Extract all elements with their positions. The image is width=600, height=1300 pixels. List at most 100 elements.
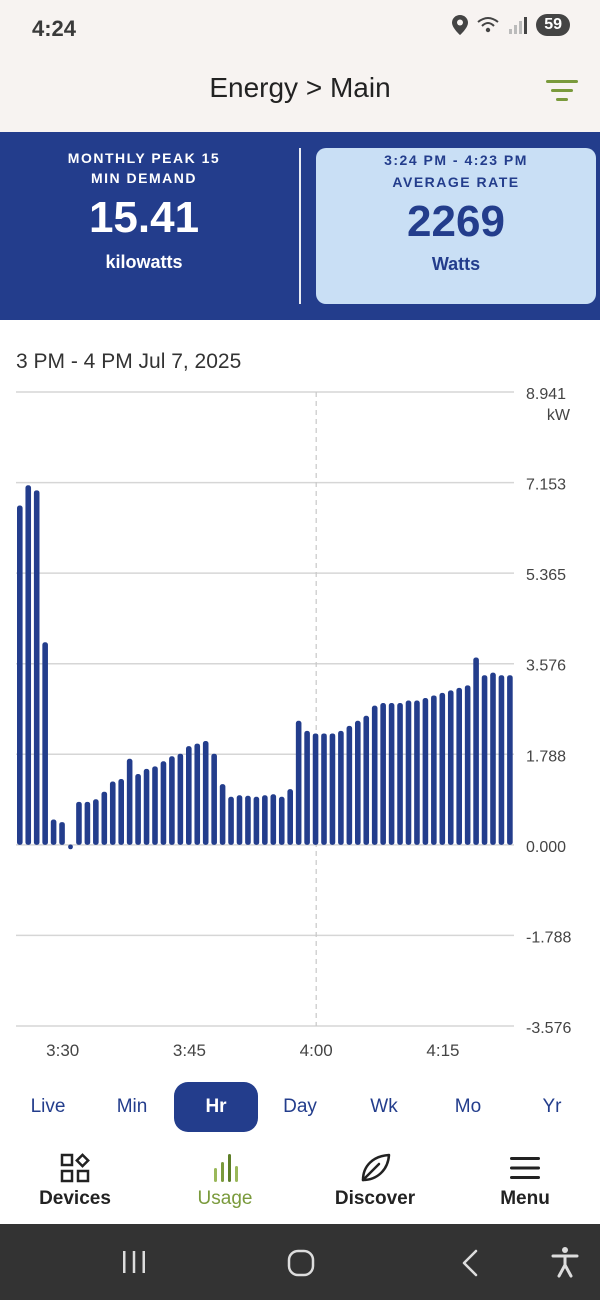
usage-bar[interactable] xyxy=(118,779,124,845)
usage-bar[interactable] xyxy=(498,675,505,845)
y-tick-label: 7.153 xyxy=(526,477,566,494)
usage-bar[interactable] xyxy=(202,741,209,845)
usage-bar[interactable] xyxy=(397,703,403,845)
recent-apps-icon[interactable] xyxy=(120,1248,148,1276)
nav-devices[interactable]: Devices xyxy=(0,1140,150,1224)
usage-bar[interactable] xyxy=(253,796,260,845)
usage-bar[interactable] xyxy=(287,789,293,845)
nav-discover[interactable]: Discover xyxy=(300,1140,450,1224)
period-yr[interactable]: Yr xyxy=(542,1096,562,1117)
usage-bar[interactable] xyxy=(211,753,217,845)
nav-menu[interactable]: Menu xyxy=(450,1140,600,1224)
period-wk[interactable]: Wk xyxy=(370,1096,398,1117)
usage-bar[interactable] xyxy=(278,796,285,845)
accessibility-icon[interactable] xyxy=(550,1246,580,1278)
usage-bar[interactable] xyxy=(388,703,395,845)
nav-discover-label: Discover xyxy=(334,1188,416,1209)
usage-bar[interactable] xyxy=(143,768,150,845)
usage-bar[interactable] xyxy=(17,505,23,845)
page-title: Energy > Main xyxy=(209,72,391,103)
status-icons: 59 xyxy=(452,14,570,36)
usage-bar[interactable] xyxy=(109,781,116,845)
usage-bar[interactable] xyxy=(346,725,353,845)
bottom-nav: Devices Usage Discover Menu xyxy=(0,1140,600,1224)
usage-bar[interactable] xyxy=(245,795,251,845)
usage-bar[interactable] xyxy=(295,720,302,845)
x-tick-label: 4:00 xyxy=(300,1041,333,1060)
usage-bar[interactable] xyxy=(236,795,243,845)
usage-bar[interactable] xyxy=(262,795,268,845)
usage-bar[interactable] xyxy=(126,758,133,845)
usage-bar[interactable] xyxy=(490,672,496,845)
period-day[interactable]: Day xyxy=(283,1096,317,1117)
usage-bar[interactable] xyxy=(84,801,91,845)
usage-bar[interactable] xyxy=(33,490,40,845)
usage-bar[interactable] xyxy=(338,730,344,845)
wifi-icon xyxy=(477,17,499,33)
usage-bar[interactable] xyxy=(329,733,336,845)
period-mo[interactable]: Mo xyxy=(454,1096,482,1117)
usage-bar[interactable] xyxy=(414,700,420,845)
usage-bar[interactable] xyxy=(169,756,175,845)
rate-value: 2269 xyxy=(407,197,505,246)
usage-bar[interactable] xyxy=(42,642,48,845)
usage-bar[interactable] xyxy=(312,733,319,845)
usage-bar[interactable] xyxy=(363,715,370,845)
usage-bar[interactable] xyxy=(270,794,277,845)
average-rate-card[interactable]: 3:24 PM - 4:23 PM AVERAGE RATE 2269 Watt… xyxy=(316,148,596,304)
usage-bar[interactable] xyxy=(50,819,57,845)
usage-bar[interactable] xyxy=(422,697,429,845)
usage-bar[interactable] xyxy=(228,796,234,845)
y-tick-label: 5.365 xyxy=(526,567,566,584)
usage-bar[interactable] xyxy=(380,703,386,845)
y-tick-label: 3.576 xyxy=(526,658,566,675)
usage-bar[interactable] xyxy=(464,685,471,845)
usage-bar[interactable] xyxy=(355,720,361,845)
usage-bar[interactable] xyxy=(219,784,226,845)
usage-bar[interactable] xyxy=(431,695,437,845)
rate-unit: Watts xyxy=(431,254,481,274)
devices-icon xyxy=(60,1153,90,1183)
usage-bar[interactable] xyxy=(507,675,513,845)
peak-unit: kilowatts xyxy=(105,252,183,272)
peak-value: 15.41 xyxy=(88,193,200,242)
back-icon[interactable] xyxy=(458,1248,484,1278)
usage-bar[interactable] xyxy=(76,801,82,845)
usage-bar[interactable] xyxy=(473,657,479,845)
usage-bar[interactable] xyxy=(59,822,65,845)
usage-bar[interactable] xyxy=(101,791,108,845)
y-tick-label: 8.941 xyxy=(526,386,566,403)
signal-icon xyxy=(509,17,528,34)
usage-bar[interactable] xyxy=(456,687,462,845)
usage-bar[interactable] xyxy=(447,690,454,845)
usage-bar[interactable] xyxy=(371,705,378,845)
usage-bar[interactable] xyxy=(135,773,141,845)
peak-demand-card[interactable]: MONTHLY PEAK 15 MIN DEMAND 15.41 kilowat… xyxy=(0,132,288,320)
period-selector: Live Min Hr Day Wk Mo Yr xyxy=(0,1078,600,1134)
usage-chart[interactable]: 8.941 7.153 5.365 3.576 1.788 0.000 -1.788 -3.5… xyxy=(0,380,600,1070)
period-hr[interactable]: Hr xyxy=(174,1082,258,1132)
usage-bar[interactable] xyxy=(194,743,201,845)
usage-bar[interactable] xyxy=(439,692,446,845)
home-icon[interactable] xyxy=(286,1248,316,1278)
usage-bar[interactable] xyxy=(160,761,167,845)
usage-bar[interactable] xyxy=(304,730,310,845)
usage-bar[interactable] xyxy=(186,746,192,845)
usage-bar[interactable] xyxy=(321,733,327,845)
usage-bar[interactable] xyxy=(152,766,158,845)
usage-bar[interactable] xyxy=(481,675,488,845)
usage-bar[interactable] xyxy=(405,700,412,845)
nav-usage[interactable]: Usage xyxy=(150,1140,300,1224)
summary-panel: MONTHLY PEAK 15 MIN DEMAND 15.41 kilowat… xyxy=(0,132,600,320)
usage-bar[interactable] xyxy=(177,753,184,845)
usage-bar[interactable] xyxy=(25,485,32,845)
period-min[interactable]: Min xyxy=(116,1096,148,1117)
x-tick-label: 3:45 xyxy=(173,1041,206,1060)
period-live[interactable]: Live xyxy=(30,1096,66,1117)
peak-label-line2: MIN DEMAND xyxy=(91,170,197,186)
usage-bar[interactable] xyxy=(68,844,73,850)
location-icon xyxy=(452,15,469,35)
nav-devices-label: Devices xyxy=(39,1188,111,1209)
filter-icon[interactable] xyxy=(544,74,580,106)
usage-bar[interactable] xyxy=(93,799,99,845)
